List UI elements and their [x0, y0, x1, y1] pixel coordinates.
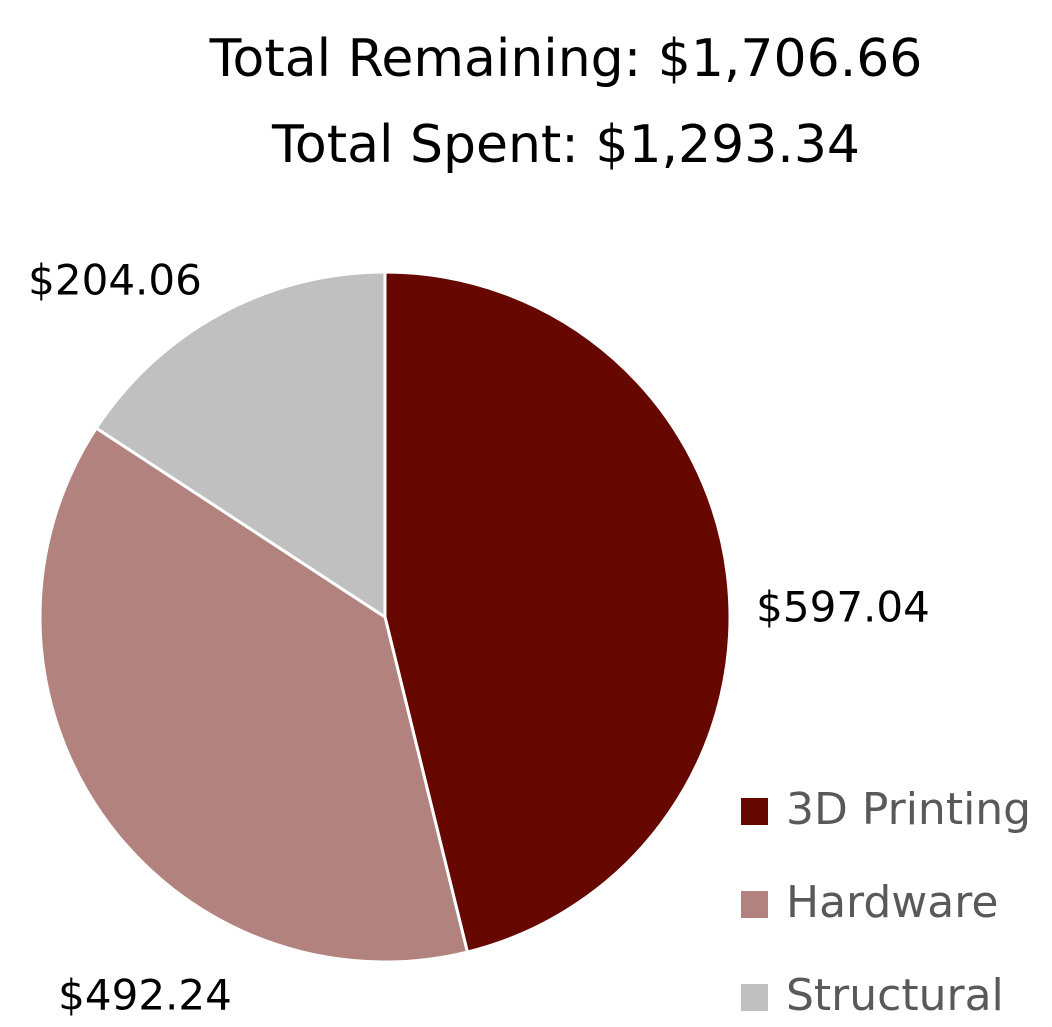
chart-title: Total Remaining: $1,706.66: [209, 29, 923, 89]
legend-swatch: [741, 798, 768, 825]
legend-swatch: [741, 984, 768, 1011]
pie-slice: [383, 270, 732, 954]
chart-subtitle: Total Spent: $1,293.34: [271, 115, 860, 175]
data-label: $204.06: [28, 256, 202, 305]
data-label: $597.04: [756, 583, 930, 632]
legend-label: Structural: [786, 970, 1004, 1021]
data-label: $492.24: [58, 971, 232, 1020]
legend-label: Hardware: [786, 877, 998, 928]
legend-swatch: [741, 891, 768, 918]
legend-label: 3D Printing: [786, 784, 1031, 835]
pie-slice: [94, 270, 387, 619]
pie-slice: [38, 426, 469, 964]
